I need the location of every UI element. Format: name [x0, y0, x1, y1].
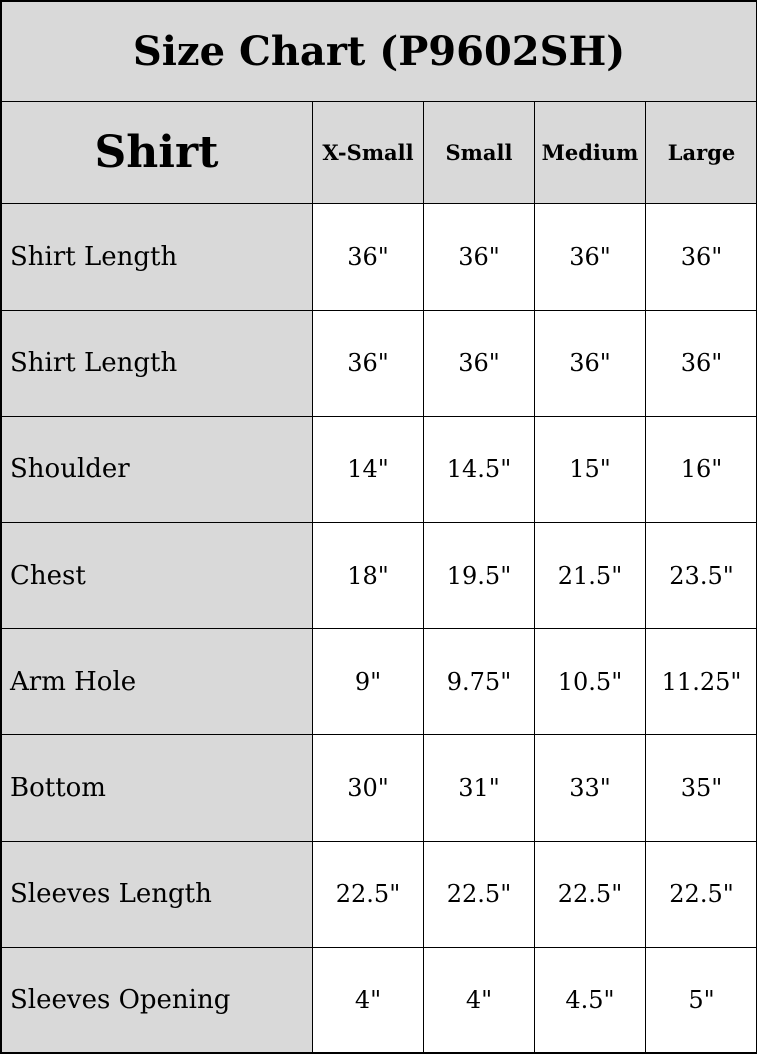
- row-label: Arm Hole: [0, 628, 313, 736]
- size-header-small: Small: [423, 101, 535, 205]
- measurement-cell: 9.75": [423, 628, 535, 736]
- row-label: Sleeves Length: [0, 840, 313, 948]
- category-header: Shirt: [0, 101, 313, 205]
- row-label: Chest: [0, 521, 313, 630]
- size-header-xsmall: X-Small: [312, 101, 424, 205]
- row-label: Bottom: [0, 734, 313, 842]
- measurement-cell: 5": [644, 946, 757, 1054]
- measurement-cell: 36": [644, 309, 757, 417]
- measurement-cell: 18": [312, 521, 424, 630]
- table-row: Chest 18" 19.5" 21.5" 23.5": [0, 521, 757, 630]
- measurement-cell: 11.25": [644, 628, 757, 736]
- table-row: Shoulder 14" 14.5" 15" 16": [0, 415, 757, 523]
- measurement-cell: 30": [312, 734, 424, 842]
- measurement-cell: 36": [312, 203, 424, 311]
- table-row: Shirt Length 36" 36" 36" 36": [0, 309, 757, 417]
- measurement-cell: 10.5": [534, 628, 646, 736]
- measurement-cell: 22.5": [644, 840, 757, 948]
- row-label: Sleeves Opening: [0, 946, 313, 1054]
- size-header-large: Large: [644, 101, 757, 205]
- measurement-cell: 4": [312, 946, 424, 1054]
- measurement-cell: 33": [534, 734, 646, 842]
- chart-title: Size Chart (P9602SH): [0, 0, 757, 103]
- row-label: Shirt Length: [0, 203, 313, 311]
- table-row: Arm Hole 9" 9.75" 10.5" 11.25": [0, 628, 757, 736]
- measurement-cell: 36": [644, 203, 757, 311]
- measurement-cell: 36": [534, 309, 646, 417]
- table-row: Bottom 30" 31" 33" 35": [0, 734, 757, 842]
- measurement-cell: 15": [534, 415, 646, 523]
- measurement-cell: 4.5": [534, 946, 646, 1054]
- measurement-cell: 19.5": [423, 521, 535, 630]
- table-row: Sleeves Opening 4" 4" 4.5" 5": [0, 946, 757, 1054]
- measurement-cell: 16": [644, 415, 757, 523]
- table-row: Sleeves Length 22.5" 22.5" 22.5" 22.5": [0, 840, 757, 948]
- row-label: Shirt Length: [0, 309, 313, 417]
- header-row: Shirt X-Small Small Medium Large: [0, 101, 757, 205]
- measurement-cell: 21.5": [534, 521, 646, 630]
- measurement-cell: 23.5": [644, 521, 757, 630]
- measurement-cell: 14.5": [423, 415, 535, 523]
- measurement-cell: 4": [423, 946, 535, 1054]
- measurement-cell: 35": [644, 734, 757, 842]
- measurement-cell: 22.5": [534, 840, 646, 948]
- measurement-cell: 31": [423, 734, 535, 842]
- measurement-cell: 14": [312, 415, 424, 523]
- measurement-cell: 36": [423, 203, 535, 311]
- measurement-cell: 9": [312, 628, 424, 736]
- measurement-cell: 36": [312, 309, 424, 417]
- measurement-cell: 36": [423, 309, 535, 417]
- measurement-cell: 36": [534, 203, 646, 311]
- measurement-cell: 22.5": [312, 840, 424, 948]
- measurement-cell: 22.5": [423, 840, 535, 948]
- row-label: Shoulder: [0, 415, 313, 523]
- table-row: Shirt Length 36" 36" 36" 36": [0, 203, 757, 311]
- size-header-medium: Medium: [534, 101, 646, 205]
